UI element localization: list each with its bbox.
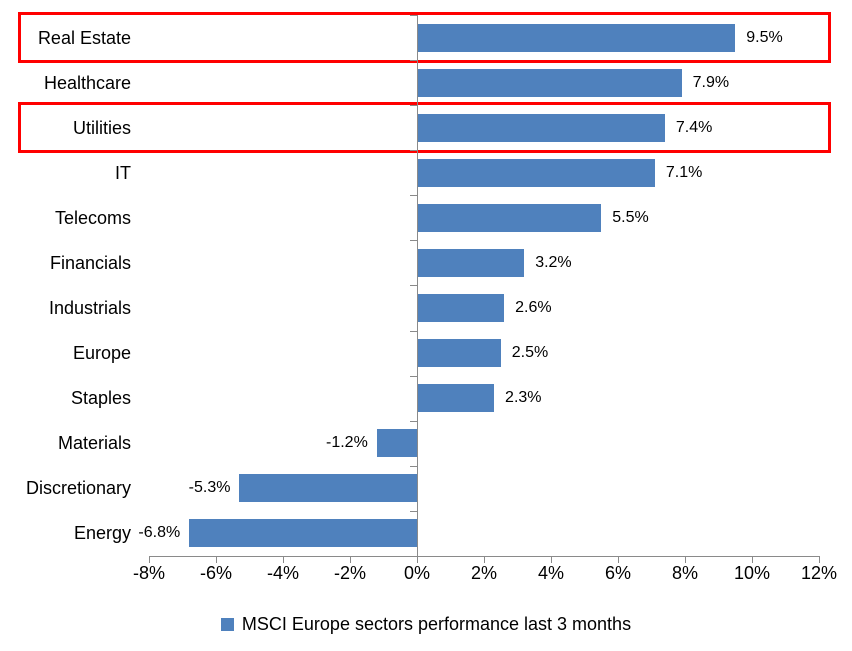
x-tick-label: -8% <box>132 563 166 583</box>
category-label: Discretionary <box>25 478 131 499</box>
data-label: 5.5% <box>612 208 649 226</box>
y-axis-tick <box>410 60 417 62</box>
bar-materials <box>376 429 417 458</box>
chart-legend: MSCI Europe sectors performance last 3 m… <box>0 613 852 635</box>
x-axis-tick <box>819 555 820 563</box>
category-label: Healthcare <box>43 72 131 93</box>
bar-real-estate <box>417 23 736 52</box>
bar-utilities <box>417 113 665 142</box>
category-label: Industrials <box>48 298 131 319</box>
x-axis-tick <box>484 555 485 563</box>
y-axis-tick <box>410 105 417 107</box>
x-tick-label: 12% <box>800 563 838 583</box>
data-label: 7.9% <box>692 73 730 91</box>
y-axis-line <box>417 15 418 563</box>
x-axis-tick <box>350 555 351 563</box>
x-tick-label: 8% <box>671 563 699 583</box>
bar-discretionary <box>239 474 417 503</box>
bar-europe <box>417 339 501 368</box>
bar-telecoms <box>417 203 602 232</box>
category-label: Europe <box>72 343 131 364</box>
y-axis-tick <box>410 15 417 16</box>
x-tick-label: 6% <box>604 563 632 583</box>
legend-label: MSCI Europe sectors performance last 3 m… <box>241 614 632 634</box>
y-axis-tick <box>410 510 417 512</box>
x-tick-label: 4% <box>537 563 565 583</box>
highlight-box-utilities <box>18 101 831 153</box>
y-axis-tick <box>410 285 417 287</box>
bar-industrials <box>417 294 505 323</box>
category-label: Financials <box>49 252 131 273</box>
x-axis-tick <box>685 555 686 563</box>
x-axis-tick <box>551 555 552 563</box>
y-axis-tick <box>410 195 417 197</box>
bar-healthcare <box>417 68 682 97</box>
x-axis-tick <box>417 555 418 563</box>
category-label: Staples <box>70 388 131 409</box>
y-axis-tick <box>410 240 417 242</box>
bar-financials <box>417 248 525 277</box>
category-label: Telecoms <box>54 207 131 228</box>
bar-it <box>417 158 655 187</box>
data-label: 2.3% <box>505 389 542 407</box>
data-label: 9.5% <box>746 28 783 46</box>
data-label: -5.3% <box>188 479 231 497</box>
y-axis-tick <box>410 555 417 557</box>
x-tick-label: -4% <box>266 563 300 583</box>
x-axis-tick <box>216 555 217 563</box>
data-label: -6.8% <box>138 524 181 542</box>
y-axis-tick <box>410 150 417 152</box>
y-axis-tick <box>410 465 417 467</box>
bar-energy <box>189 519 417 548</box>
x-axis-tick <box>618 555 619 563</box>
x-axis-tick <box>283 555 284 563</box>
category-label: IT <box>115 162 131 183</box>
data-label: 3.2% <box>535 253 572 271</box>
x-tick-label: 2% <box>470 563 498 583</box>
x-axis-tick <box>149 555 150 563</box>
legend-swatch <box>220 617 234 631</box>
y-axis-tick <box>410 375 417 377</box>
data-label: -1.2% <box>326 434 368 452</box>
highlight-box-real-estate <box>18 11 831 63</box>
data-label: 7.1% <box>665 163 703 181</box>
y-axis-tick <box>410 330 417 332</box>
bar-staples <box>417 384 495 413</box>
y-axis-tick <box>410 420 417 422</box>
category-label: Materials <box>57 433 131 454</box>
x-axis-tick <box>752 555 753 563</box>
category-label: Energy <box>73 523 131 544</box>
category-label: Real Estate <box>37 27 131 48</box>
category-label: Utilities <box>72 117 131 138</box>
data-label: 2.5% <box>511 344 549 362</box>
x-tick-label: -6% <box>199 563 233 583</box>
data-label: 2.6% <box>515 299 552 317</box>
x-tick-label: 10% <box>733 563 771 583</box>
data-label: 7.4% <box>675 118 713 136</box>
x-tick-label: 0% <box>403 563 431 583</box>
x-tick-label: -2% <box>333 563 367 583</box>
